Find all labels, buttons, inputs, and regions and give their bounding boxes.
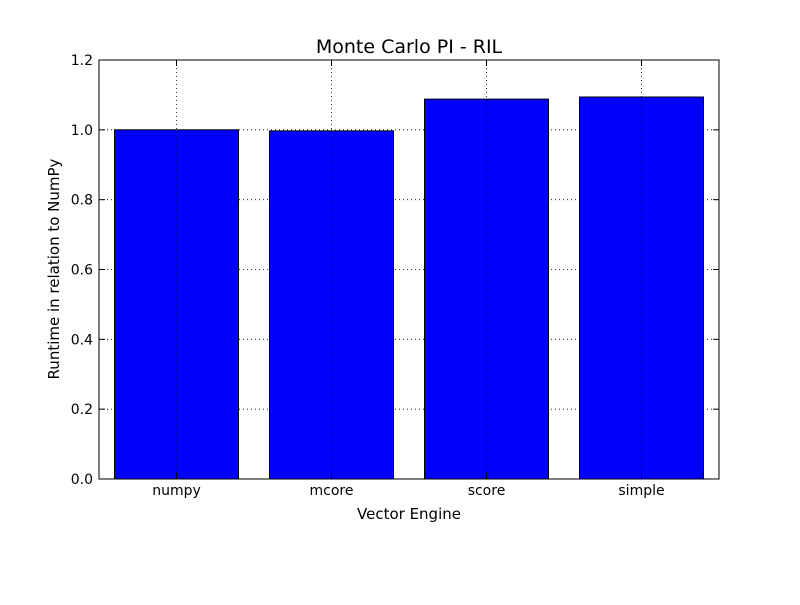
bars	[114, 96, 704, 480]
x-tick-label-score: score	[468, 483, 506, 499]
y-tick-label: 0.0	[71, 472, 93, 488]
x-axis-label: Vector Engine	[357, 505, 461, 523]
y-axis-label: Runtime in relation to NumPy	[45, 158, 63, 379]
y-tick-label: 1.0	[71, 123, 93, 139]
y-tick-label: 1.2	[71, 53, 93, 69]
plot-frame	[98, 59, 720, 480]
y-tick-label: 0.8	[71, 193, 93, 209]
y-tick-label: 0.4	[71, 332, 93, 348]
x-tick-label-mcore: mcore	[310, 483, 354, 499]
chart-title: Monte Carlo PI - RIL	[316, 36, 503, 58]
axis-ticks: 0.0 0.2 0.4 0.6 0.8 1.0 1.2 numpy mcore score simp…	[71, 53, 719, 499]
y-tick-label: 0.6	[71, 263, 93, 279]
x-tick-label-simple: simple	[618, 483, 664, 499]
y-tick-label: 0.2	[71, 402, 93, 418]
bar-score	[424, 98, 549, 480]
x-tick-label-numpy: numpy	[152, 483, 201, 499]
